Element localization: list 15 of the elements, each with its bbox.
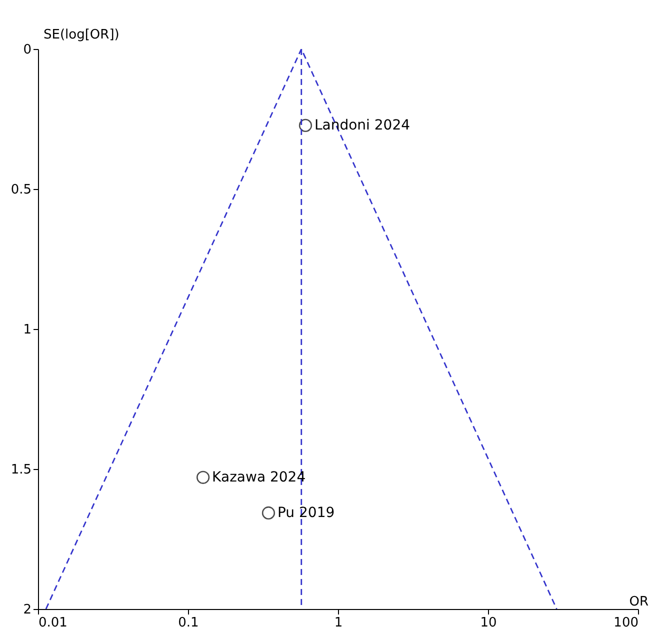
y-tick-label: 2 bbox=[23, 602, 32, 618]
y-axis-title: SE(log[OR]) bbox=[44, 28, 120, 42]
x-tick-label: 1 bbox=[334, 616, 343, 630]
x-tick-label: 0.01 bbox=[38, 616, 68, 630]
x-axis-title: OR bbox=[629, 594, 648, 610]
y-tick-label: 1.5 bbox=[10, 462, 32, 478]
annotation: Pu 2019 bbox=[277, 504, 335, 521]
y-tick-label: 1 bbox=[23, 322, 32, 338]
y-tick-label: 0.5 bbox=[10, 182, 32, 198]
x-tick-label: 100 bbox=[614, 616, 638, 630]
y-tick-label: 0 bbox=[23, 42, 32, 58]
x-tick-label: 0.1 bbox=[178, 616, 199, 630]
annotation: Landoni 2024 bbox=[314, 117, 410, 134]
annotation: Kazawa 2024 bbox=[212, 469, 306, 486]
x-tick-label: 10 bbox=[480, 616, 497, 630]
